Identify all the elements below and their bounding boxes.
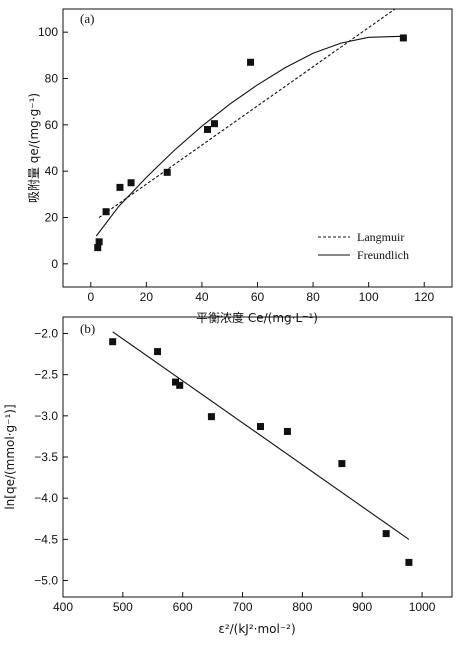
x-tick-label: 900 — [352, 600, 372, 614]
data-point — [163, 168, 171, 176]
panel-label-b: (b) — [80, 321, 95, 336]
x-tick-label: 100 — [359, 290, 379, 304]
x-tick-label: 60 — [251, 290, 265, 304]
y-tick-label: −3.0 — [34, 409, 58, 423]
data-points-a — [94, 34, 407, 252]
data-point — [210, 120, 218, 128]
data-point — [256, 423, 264, 431]
data-point — [95, 238, 103, 246]
data-point — [154, 348, 162, 356]
data-point — [382, 530, 390, 538]
fit-lines-a — [95, 8, 403, 237]
y-axis-a: 0 20 40 60 80 100 — [38, 25, 68, 271]
y-tick-label: 80 — [45, 72, 59, 86]
panel-label-a: (a) — [80, 11, 94, 26]
y-axis-label-b: ln[qe/(mmol·g⁻¹)] — [3, 404, 17, 509]
fit-line — [112, 331, 410, 540]
x-axis-b: 400 500 600 700 800 900 1000 — [53, 592, 436, 614]
x-tick-label: 600 — [173, 600, 193, 614]
x-tick-label: 800 — [292, 600, 312, 614]
y-tick-label: 0 — [51, 257, 58, 271]
y-tick-label: −2.0 — [34, 326, 58, 340]
data-point — [283, 427, 291, 435]
plot-frame-b — [62, 316, 453, 598]
y-tick-label: 60 — [45, 118, 59, 132]
data-point — [207, 413, 215, 421]
x-axis-label-b: ε²/(kJ²·mol⁻²) — [218, 622, 295, 636]
legend-label-freundlich: Freundlich — [357, 248, 409, 262]
data-points-b — [109, 338, 413, 566]
data-point — [203, 125, 211, 133]
y-tick-label: −4.5 — [34, 532, 58, 546]
x-tick-label: 400 — [53, 600, 73, 614]
y-tick-label: −2.5 — [34, 368, 58, 382]
data-point — [172, 378, 180, 386]
x-tick-label: 40 — [195, 290, 209, 304]
langmuir-fit-line — [98, 8, 396, 218]
data-point — [94, 244, 102, 252]
data-point — [176, 381, 184, 389]
legend-label-langmuir: Langmuir — [357, 230, 404, 244]
x-tick-label: 120 — [414, 290, 434, 304]
plot-frame-a — [62, 8, 453, 288]
y-axis-label-a: 吸附量 qe/(mg·g⁻¹) — [27, 93, 41, 203]
data-point — [399, 34, 407, 42]
y-tick-label: 20 — [45, 211, 59, 225]
data-point — [338, 460, 346, 468]
y-tick-label: −5.0 — [34, 574, 58, 588]
data-point — [116, 183, 124, 191]
legend-a: Langmuir Freundlich — [318, 230, 409, 262]
y-tick-label: 100 — [38, 25, 58, 39]
x-tick-label: 500 — [113, 600, 133, 614]
data-point — [127, 179, 135, 187]
data-point — [247, 58, 255, 66]
x-tick-label: 700 — [233, 600, 253, 614]
fit-lines-b — [112, 331, 410, 540]
y-tick-label: −3.5 — [34, 450, 58, 464]
panel-b: (b) 400 500 600 700 800 900 1000 −2.0−2.5−3.0−… — [3, 316, 453, 636]
freundlich-fit-line — [95, 35, 403, 237]
x-tick-label: 80 — [306, 290, 320, 304]
data-point — [405, 558, 413, 566]
y-tick-label: 40 — [45, 164, 59, 178]
x-axis-a: 0 20 40 60 80 100 120 — [87, 282, 435, 304]
x-tick-label: 20 — [140, 290, 154, 304]
data-point — [109, 338, 117, 346]
x-tick-label: 1000 — [409, 600, 436, 614]
y-axis-b: −2.0 −2.5 −3.0 −3.5 −4.0 −4.5 −5.0 — [34, 326, 68, 588]
x-tick-label: 0 — [87, 290, 94, 304]
y-tick-label: −4.0 — [34, 491, 58, 505]
data-point — [102, 208, 110, 216]
